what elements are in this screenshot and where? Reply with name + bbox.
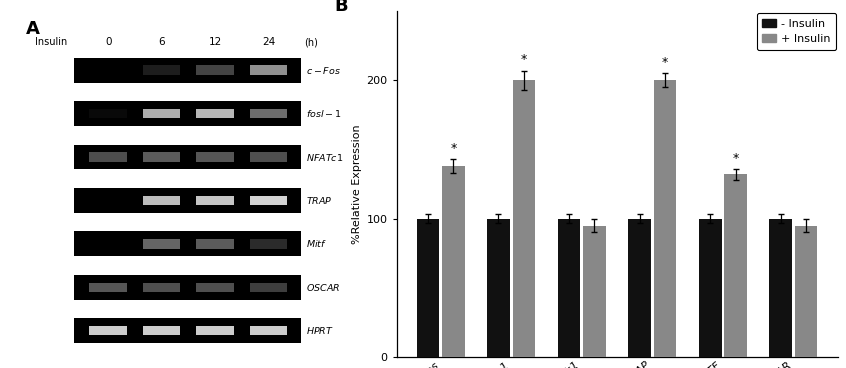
- Bar: [487, 219, 510, 357]
- Bar: [143, 152, 180, 162]
- Bar: [74, 231, 300, 256]
- Text: Insulin: Insulin: [35, 37, 68, 47]
- Bar: [90, 283, 127, 292]
- Text: $\it{TRAP}$: $\it{TRAP}$: [306, 195, 332, 206]
- Y-axis label: %Relative Expression: %Relative Expression: [352, 124, 362, 244]
- Bar: [442, 166, 464, 357]
- Legend: - Insulin, + Insulin: - Insulin, + Insulin: [757, 13, 837, 50]
- Bar: [74, 275, 300, 300]
- Bar: [74, 318, 300, 343]
- Bar: [196, 66, 233, 75]
- Bar: [654, 80, 676, 357]
- Bar: [143, 283, 180, 292]
- Bar: [143, 66, 180, 75]
- Text: 12: 12: [208, 37, 222, 47]
- Text: 24: 24: [262, 37, 275, 47]
- Text: $\it{OSCAR}$: $\it{OSCAR}$: [306, 282, 340, 293]
- Bar: [90, 326, 127, 335]
- Bar: [74, 58, 300, 83]
- Bar: [629, 219, 651, 357]
- Bar: [90, 152, 127, 162]
- Bar: [196, 196, 233, 205]
- Bar: [196, 326, 233, 335]
- Bar: [250, 326, 287, 335]
- Bar: [724, 174, 747, 357]
- Bar: [583, 226, 606, 357]
- Bar: [558, 219, 580, 357]
- Text: (h): (h): [304, 37, 318, 47]
- Text: $\it{NFATc1}$: $\it{NFATc1}$: [306, 152, 343, 163]
- Bar: [250, 239, 287, 248]
- Bar: [699, 219, 722, 357]
- Text: *: *: [450, 142, 456, 155]
- Text: *: *: [733, 152, 739, 164]
- Bar: [90, 109, 127, 118]
- Bar: [143, 196, 180, 205]
- Text: A: A: [26, 20, 40, 38]
- Bar: [143, 109, 180, 118]
- Bar: [143, 239, 180, 248]
- Bar: [196, 283, 233, 292]
- Text: $\it{fosl-1}$: $\it{fosl-1}$: [306, 108, 342, 119]
- Text: 0: 0: [105, 37, 112, 47]
- Text: $\it{c-Fos}$: $\it{c-Fos}$: [306, 65, 341, 76]
- Text: *: *: [662, 56, 668, 69]
- Bar: [250, 66, 287, 75]
- Bar: [250, 283, 287, 292]
- Bar: [196, 109, 233, 118]
- Bar: [143, 326, 180, 335]
- Text: B: B: [335, 0, 349, 15]
- Text: $\it{Mitf}$: $\it{Mitf}$: [306, 238, 327, 250]
- Text: *: *: [521, 53, 527, 66]
- Bar: [416, 219, 439, 357]
- Bar: [250, 196, 287, 205]
- Bar: [513, 80, 536, 357]
- Text: 6: 6: [158, 37, 165, 47]
- Bar: [770, 219, 792, 357]
- Bar: [250, 109, 287, 118]
- Bar: [196, 152, 233, 162]
- Bar: [74, 188, 300, 213]
- Bar: [795, 226, 817, 357]
- Bar: [74, 101, 300, 126]
- Bar: [250, 152, 287, 162]
- Text: $\it{HPRT}$: $\it{HPRT}$: [306, 325, 334, 336]
- Bar: [74, 145, 300, 170]
- Bar: [196, 239, 233, 248]
